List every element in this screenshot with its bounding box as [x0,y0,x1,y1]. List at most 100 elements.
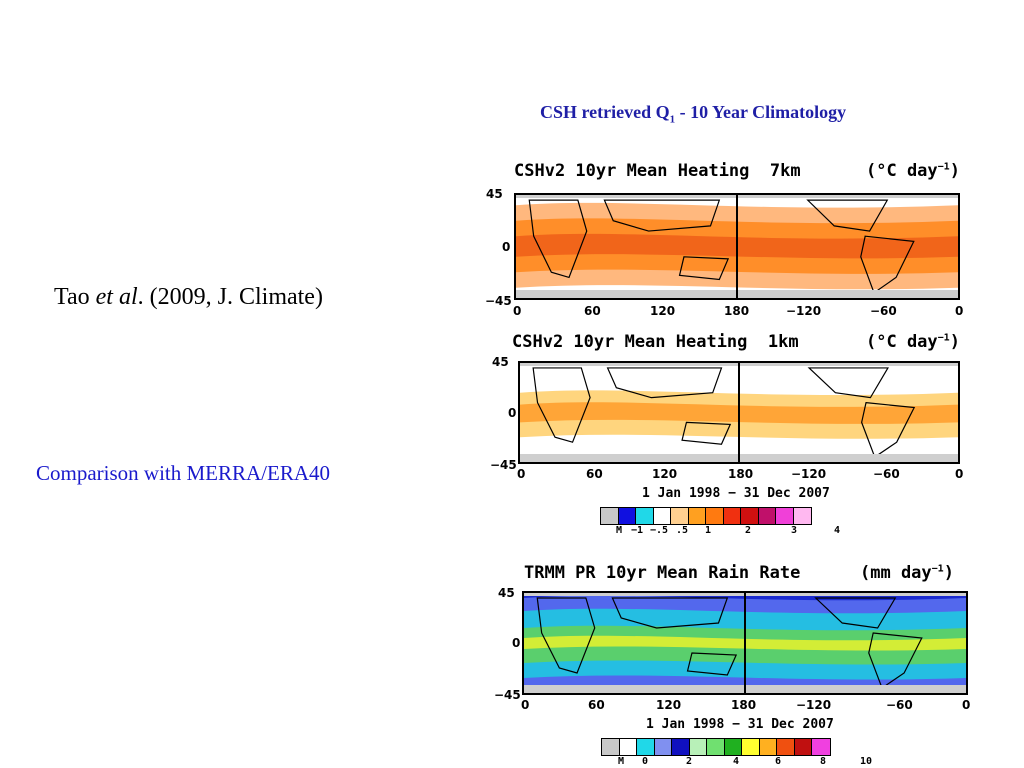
slide-title-rest: - 10 Year Climatology [675,102,847,122]
slide-title-subscript: 1 [669,113,676,126]
panel-3-units: (mm day−1) [860,563,954,583]
panel-3-units-text: (mm day [860,563,932,583]
panel-3-map [522,591,968,695]
colorbar-cell [671,508,689,524]
panel-2-title: CSHv2 10yr Mean Heating 1km [512,332,799,352]
panel-3-lon-0-east: 0 [962,698,971,712]
colorbar-cell [636,508,654,524]
panel-2-lon-0: 0 [517,467,526,481]
panel-1-lon-minus60: −60 [870,304,897,318]
slide-title-main: CSH retrieved Q [540,102,670,122]
colorbar-cell [777,739,795,755]
colorbar-label: 8 [820,756,827,767]
panel-2-lon-minus120: −120 [791,467,827,481]
colorbar-label: M [616,525,623,536]
colorbar-label: 10 [860,756,873,767]
slide-title: CSH retrieved Q1 - 10 Year Climatology [540,102,846,126]
colorbar-label: 4 [733,756,740,767]
colorbar-label: 4 [834,525,841,536]
colorbar-cell [637,739,655,755]
panel-2-units-close: ) [949,332,960,352]
panel-3-lon-minus120: −120 [796,698,832,712]
panel-3-date-range: 1 Jan 1998 − 31 Dec 2007 [646,717,834,732]
panel-2-lat-45: 45 [492,355,509,369]
colorbar-cell [706,508,724,524]
colorbar-cell [618,508,636,524]
panel-1-title-text: CSHv2 10yr Mean Heating 7km [514,161,801,181]
panel-1-lon-180: 180 [724,304,750,318]
map-field [520,363,958,462]
citation-etal: et al [95,284,138,310]
colorbar-label: 0 [642,756,649,767]
panel-2-lon-60: 60 [586,467,603,481]
panel-1-lon-60: 60 [584,304,601,318]
panel-3-lon-60: 60 [588,698,605,712]
panel-1-units-exp: −1 [937,161,950,173]
panel-2-date-range: 1 Jan 1998 − 31 Dec 2007 [642,486,830,501]
colorbar-label: 6 [775,756,782,767]
colorbar-cell [707,739,725,755]
comparison-text: Comparison with MERRA/ERA40 [36,461,331,485]
panel-1-units-close: ) [949,161,960,181]
panel-2-title-text: CSHv2 10yr Mean Heating 1km [512,332,799,352]
panel-2-lon-0-east: 0 [955,467,964,481]
colorbar-cell [741,508,759,524]
colorbar-label: 3 [791,525,798,536]
colorbar-label: M [618,756,625,767]
panel-1-lat-45: 45 [486,187,503,201]
colorbar-label: −1 [631,525,644,536]
map-field [524,593,966,693]
panel-3-title: TRMM PR 10yr Mean Rain Rate [524,563,800,583]
colorbar-label: 2 [745,525,752,536]
colorbar-label: .5 [676,525,689,536]
panel-3-lat-minus45: −45 [494,688,521,702]
panel-3-units-exp: −1 [931,563,944,575]
panel-1-lat-0: 0 [502,240,511,254]
panel-2-lon-120: 120 [652,467,678,481]
colorbar-label: 2 [686,756,693,767]
colorbar-cell [758,508,776,524]
panel-3-lon-120: 120 [656,698,682,712]
panel-1-lat-minus45: −45 [485,294,512,308]
panel-2-units-exp: −1 [937,332,950,344]
panel-3-lat-0: 0 [512,636,521,650]
colorbar-cell [688,508,706,524]
panel-1-lon-0-east: 0 [955,304,964,318]
map-field [516,195,958,298]
panel-1-lon-minus120: −120 [786,304,822,318]
colorbar-cell [672,739,690,755]
colorbar-cell [654,739,672,755]
colorbar-cell [776,508,794,524]
panel-1-title: CSHv2 10yr Mean Heating 7km [514,161,801,181]
panel-3-lon-0: 0 [521,698,530,712]
colorbar-cell [602,739,620,755]
panel-3-title-text: TRMM PR 10yr Mean Rain Rate [524,563,801,583]
colorbar-cell [812,739,830,755]
panel-2-units-text: (°C day [866,332,938,352]
panel-3-lat-45: 45 [498,586,515,600]
panel-3-lon-minus60: −60 [886,698,913,712]
colorbar-cell [793,508,811,524]
panel-1-map [514,193,960,300]
colorbar-cell [742,739,760,755]
colorbar-cell [723,508,741,524]
panel-2-lon-minus60: −60 [873,467,900,481]
colorbar-cell [619,739,637,755]
colorbar-cell [759,739,777,755]
panel-1-units-text: (°C day [866,161,938,181]
panel-2-units: (°C day−1) [866,332,960,352]
panel-2-lat-minus45: −45 [490,458,517,472]
panel-2-lon-180: 180 [728,467,754,481]
citation-rest: . (2009, J. Climate) [137,284,323,310]
panel-3-units-close: ) [943,563,954,583]
rain-colorbar [601,738,831,756]
colorbar-label: −.5 [650,525,669,536]
citation: Tao et al. (2009, J. Climate) [54,284,323,311]
panel-1-lon-120: 120 [650,304,676,318]
colorbar-label: 1 [705,525,712,536]
colorbar-cell [689,739,707,755]
panel-1-lon-0: 0 [513,304,522,318]
heating-colorbar [600,507,812,525]
panel-2-map [518,361,960,464]
colorbar-cell [601,508,619,524]
